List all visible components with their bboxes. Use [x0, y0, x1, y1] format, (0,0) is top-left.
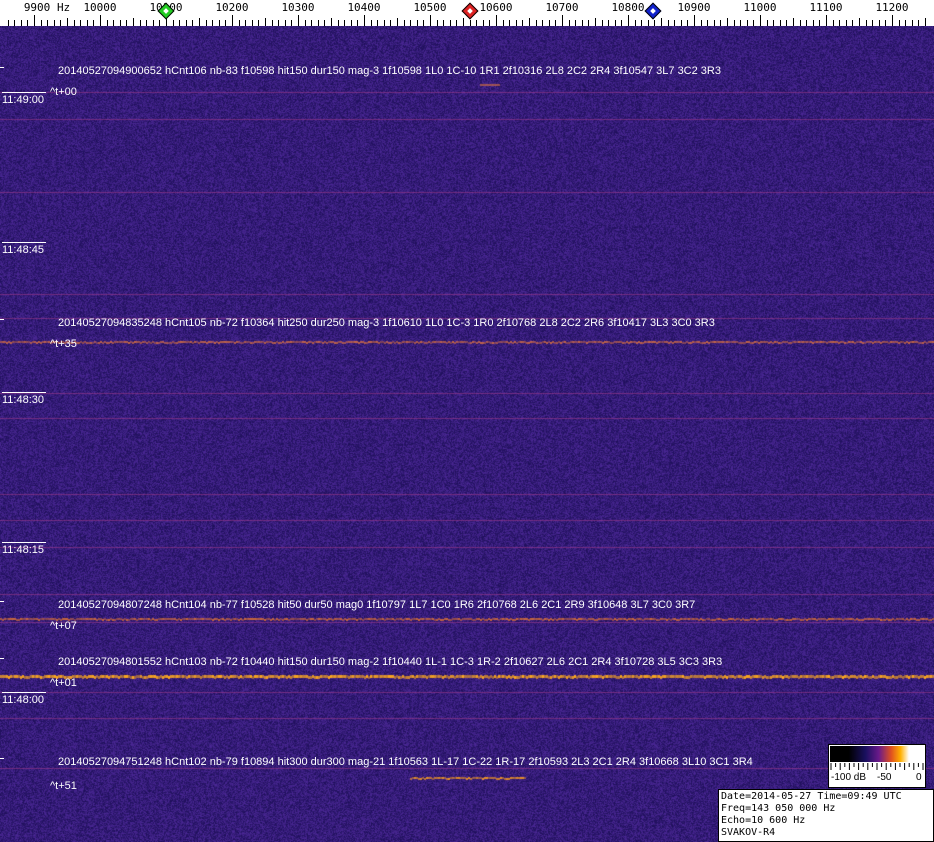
axis-tick	[628, 15, 629, 26]
event-label: 20140527094835248 hCnt105 nb-72 f10364 h…	[58, 317, 715, 329]
axis-tick	[67, 18, 68, 26]
color-scale-ticks	[830, 763, 924, 771]
axis-tick	[34, 15, 35, 26]
red-marker-icon[interactable]	[461, 3, 478, 20]
axis-tick	[694, 15, 695, 26]
event-label: 20140527094900652 hCnt106 nb-83 f10598 h…	[58, 65, 721, 77]
frequency-axis: 9900 Hz 10000101001020010300104001050010…	[0, 0, 934, 26]
axis-tick	[298, 15, 299, 26]
info-frequency: Freq=143 050 000 Hz	[721, 803, 933, 815]
event-offset: ^t+51	[50, 780, 77, 792]
event-mark	[0, 758, 4, 759]
time-label: 11:48:00	[2, 692, 46, 706]
axis-tick	[562, 15, 563, 26]
axis-tick	[529, 18, 530, 26]
axis-tick	[793, 18, 794, 26]
axis-label: 11000	[743, 1, 776, 14]
axis-tick	[133, 18, 134, 26]
axis-tick	[496, 15, 497, 26]
axis-tick	[397, 18, 398, 26]
axis-tick	[760, 15, 761, 26]
event-offset: ^t+35	[50, 338, 77, 350]
axis-tick	[661, 18, 662, 26]
event-mark	[0, 319, 4, 320]
axis-label-first: 9900 Hz	[24, 1, 70, 14]
event-mark	[0, 658, 4, 659]
axis-label: 11100	[809, 1, 842, 14]
axis-tick	[925, 18, 926, 26]
scale-mid-label: -50	[877, 772, 891, 783]
info-station: SVAKOV-R4	[721, 827, 933, 839]
time-label: 11:48:15	[2, 542, 46, 556]
axis-tick	[859, 18, 860, 26]
color-scale: -100 dB -50 0	[828, 744, 926, 788]
axis-tick	[232, 15, 233, 26]
blue-marker-icon[interactable]	[645, 3, 662, 20]
axis-tick	[892, 15, 893, 26]
event-mark	[0, 67, 4, 68]
scale-max-label: 0	[916, 772, 922, 783]
axis-label: 10400	[347, 1, 380, 14]
axis-label: 10200	[215, 1, 248, 14]
info-box: Date=2014-05-27 Time=09:49 UTC Freq=143 …	[718, 789, 934, 842]
color-scale-gradient	[830, 746, 924, 762]
axis-label: 10800	[611, 1, 644, 14]
event-mark	[0, 601, 4, 602]
axis-tick	[199, 18, 200, 26]
axis-tick	[331, 18, 332, 26]
time-label: 11:48:45	[2, 242, 46, 256]
axis-label: 10300	[281, 1, 314, 14]
axis-tick	[595, 18, 596, 26]
event-label: 20140527094801552 hCnt103 nb-72 f10440 h…	[58, 656, 722, 668]
event-label: 20140527094751248 hCnt102 nb-79 f10894 h…	[58, 756, 753, 768]
axis-label: 10900	[677, 1, 710, 14]
axis-tick	[100, 15, 101, 26]
event-offset: ^t+01	[50, 677, 77, 689]
time-label: 11:48:30	[2, 392, 46, 406]
axis-tick	[826, 15, 827, 26]
info-echo: Echo=10 600 Hz	[721, 815, 933, 827]
spectrogram[interactable]	[0, 26, 934, 842]
axis-tick	[364, 15, 365, 26]
event-offset: ^t+00	[50, 86, 77, 98]
axis-label: 10700	[545, 1, 578, 14]
axis-label: 10500	[413, 1, 446, 14]
time-label: 11:49:00	[2, 92, 46, 106]
event-offset: ^t+07	[50, 620, 77, 632]
event-label: 20140527094807248 hCnt104 nb-77 f10528 h…	[58, 599, 695, 611]
axis-label: 11200	[875, 1, 908, 14]
scale-min-label: -100 dB	[831, 772, 866, 783]
axis-tick	[430, 15, 431, 26]
axis-label: 10000	[83, 1, 116, 14]
axis-label: 10600	[479, 1, 512, 14]
info-date-time: Date=2014-05-27 Time=09:49 UTC	[721, 791, 933, 803]
axis-tick	[265, 18, 266, 26]
axis-tick	[727, 18, 728, 26]
axis-tick	[463, 18, 464, 26]
